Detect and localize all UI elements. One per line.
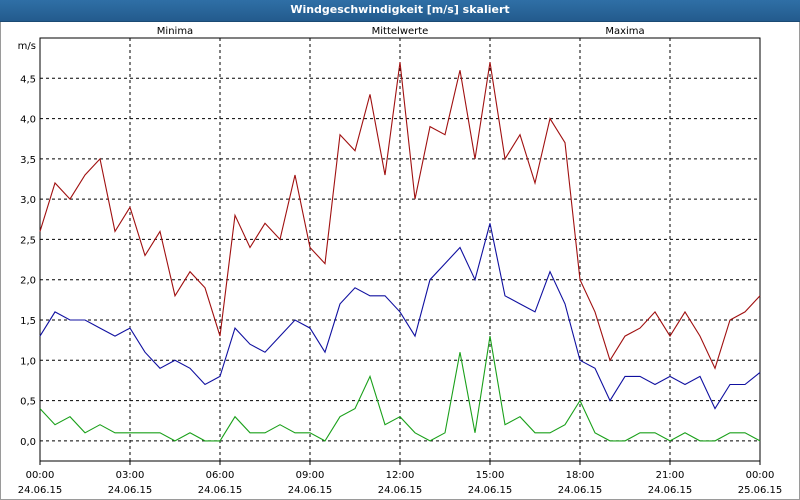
y-tick-label: 1,5 [20, 316, 36, 327]
y-tick-label: 2,0 [20, 276, 36, 287]
y-tick-label: 4,5 [20, 74, 36, 85]
x-tick-time: 09:00 [296, 470, 325, 481]
y-axis-label: m/s [18, 41, 36, 52]
x-tick-date: 24.06.15 [378, 485, 423, 496]
legend-maxima: Maxima [605, 26, 644, 37]
x-tick-time: 18:00 [566, 470, 595, 481]
y-tick-label: 0,5 [20, 397, 36, 408]
y-tick-label: 4,0 [20, 115, 36, 126]
y-tick-label: 1,0 [20, 356, 36, 367]
window-titlebar: Windgeschwindigkeit [m/s] skaliert [0, 0, 800, 22]
x-tick-time: 00:00 [746, 470, 775, 481]
chart-title: Windgeschwindigkeit [m/s] skaliert [290, 3, 510, 16]
legend-mittelwerte: Mittelwerte [372, 26, 429, 37]
x-tick-time: 06:00 [206, 470, 235, 481]
x-tick-date: 24.06.15 [648, 485, 693, 496]
x-tick-date: 24.06.15 [468, 485, 513, 496]
x-tick-time: 15:00 [476, 470, 505, 481]
x-tick-date: 25.06.15 [738, 485, 783, 496]
x-tick-time: 00:00 [26, 470, 55, 481]
x-tick-date: 24.06.15 [18, 485, 63, 496]
x-tick-time: 21:00 [656, 470, 685, 481]
y-tick-label: 2,5 [20, 235, 36, 246]
series-line-maxima [39, 62, 761, 370]
x-tick-date: 24.06.15 [198, 485, 243, 496]
x-tick-time: 12:00 [386, 470, 415, 481]
series-line-mittelwerte [39, 223, 761, 410]
y-tick-label: 0,0 [20, 437, 36, 448]
y-tick-label: 3,0 [20, 195, 36, 206]
series-line-minima [39, 336, 761, 442]
y-tick-label: 3,5 [20, 155, 36, 166]
legend-minima: Minima [157, 26, 193, 37]
x-tick-time: 03:00 [116, 470, 145, 481]
x-tick-date: 24.06.15 [558, 485, 603, 496]
x-tick-date: 24.06.15 [108, 485, 153, 496]
x-tick-date: 24.06.15 [288, 485, 333, 496]
